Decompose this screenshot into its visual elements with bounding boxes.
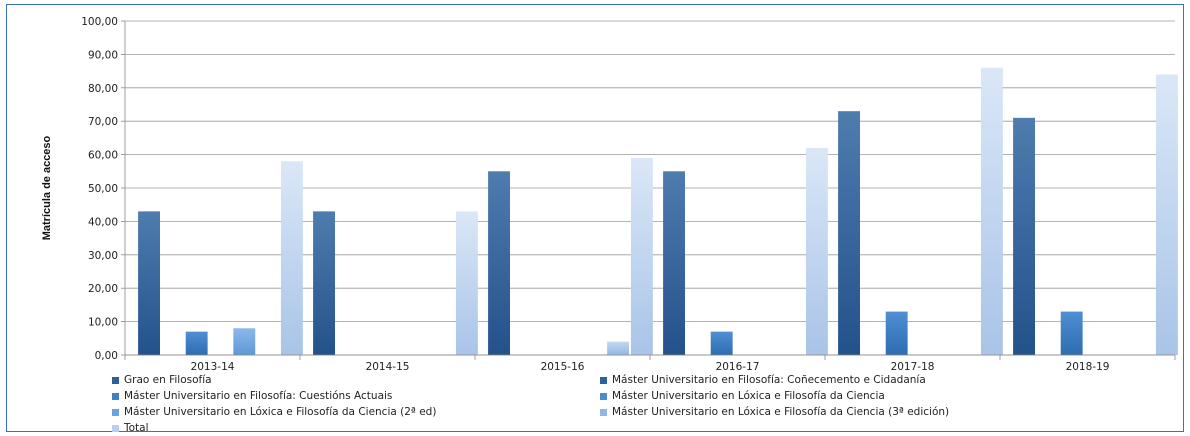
y-tick-label: 100,00 (81, 16, 118, 28)
bar (1013, 117, 1035, 355)
x-tick-label: 2018-19 (1066, 361, 1110, 373)
y-tick-label: 50,00 (88, 183, 118, 195)
legend-label: Máster Universitario en Filosofía: Coñec… (612, 374, 926, 386)
legend-swatch (112, 392, 119, 400)
y-axis-ticks: 0,00 10,00 20,00 30,00 40,00 50,00 60,00 70,00 8… (81, 16, 126, 362)
x-tick-label: 2013-14 (191, 361, 235, 373)
legend-swatch (600, 392, 607, 400)
y-tick-label: 80,00 (88, 83, 118, 95)
y-axis-label: Matrícula de acceso (41, 135, 53, 240)
legend-label: Total (124, 422, 149, 434)
y-tick-label: 0,00 (95, 350, 118, 362)
bar (233, 328, 256, 355)
bar (663, 171, 685, 355)
x-tick-label: 2017-18 (891, 361, 935, 373)
legend-label: Máster Universitario en Lóxica e Filosof… (124, 406, 437, 418)
legend-label: Grao en Filosofía (124, 374, 212, 386)
y-tick-label: 40,00 (88, 216, 118, 228)
legend-item: Máster Universitario en Filosofía: Cuest… (112, 390, 392, 402)
bar (805, 147, 828, 355)
legend-swatch (600, 408, 607, 416)
legend-item: Máster Universitario en Lóxica e Filosof… (600, 406, 949, 418)
legend-item: Máster Universitario en Filosofía: Coñec… (600, 374, 926, 386)
y-tick-label: 30,00 (88, 250, 118, 262)
y-tick-label: 10,00 (88, 317, 118, 329)
bar (280, 161, 303, 355)
legend-swatch (112, 376, 119, 384)
y-tick-label: 70,00 (88, 116, 118, 128)
legend-label: Máster Universitario en Lóxica e Filosof… (612, 406, 950, 418)
legend-swatch (112, 424, 119, 432)
legend-swatch (600, 376, 607, 384)
y-tick-label: 60,00 (88, 150, 118, 162)
legend-label: Máster Universitario en Lóxica e Filosof… (612, 390, 885, 402)
bar (980, 67, 1003, 355)
x-tick-label: 2016-17 (716, 361, 760, 373)
bar (313, 211, 335, 355)
x-axis-ticks: 2013-14 2014-15 2015-16 2016-17 2017-18 2018-… (124, 355, 1176, 373)
bar (607, 341, 630, 355)
legend-item: Total (112, 422, 149, 434)
bar (630, 157, 653, 355)
legend-item: Grao en Filosofía (112, 374, 212, 386)
bar (838, 111, 860, 356)
bar (710, 331, 733, 355)
bar (455, 211, 478, 355)
bar (1155, 74, 1178, 355)
bar (1060, 311, 1083, 355)
y-tick-label: 90,00 (88, 49, 118, 61)
legend-item: Máster Universitario en Lóxica e Filosof… (112, 406, 436, 418)
bar (488, 171, 510, 355)
bar (885, 311, 908, 355)
legend-item: Máster Universitario en Lóxica e Filosof… (600, 390, 885, 402)
x-tick-label: 2015-16 (541, 361, 585, 373)
legend-label: Máster Universitario en Filosofía: Cuest… (124, 390, 393, 402)
y-tick-label: 20,00 (88, 283, 118, 295)
legend-swatch (112, 408, 119, 416)
x-tick-label: 2014-15 (366, 361, 410, 373)
bars (138, 67, 1178, 356)
bar (138, 211, 160, 355)
bar (185, 331, 208, 355)
